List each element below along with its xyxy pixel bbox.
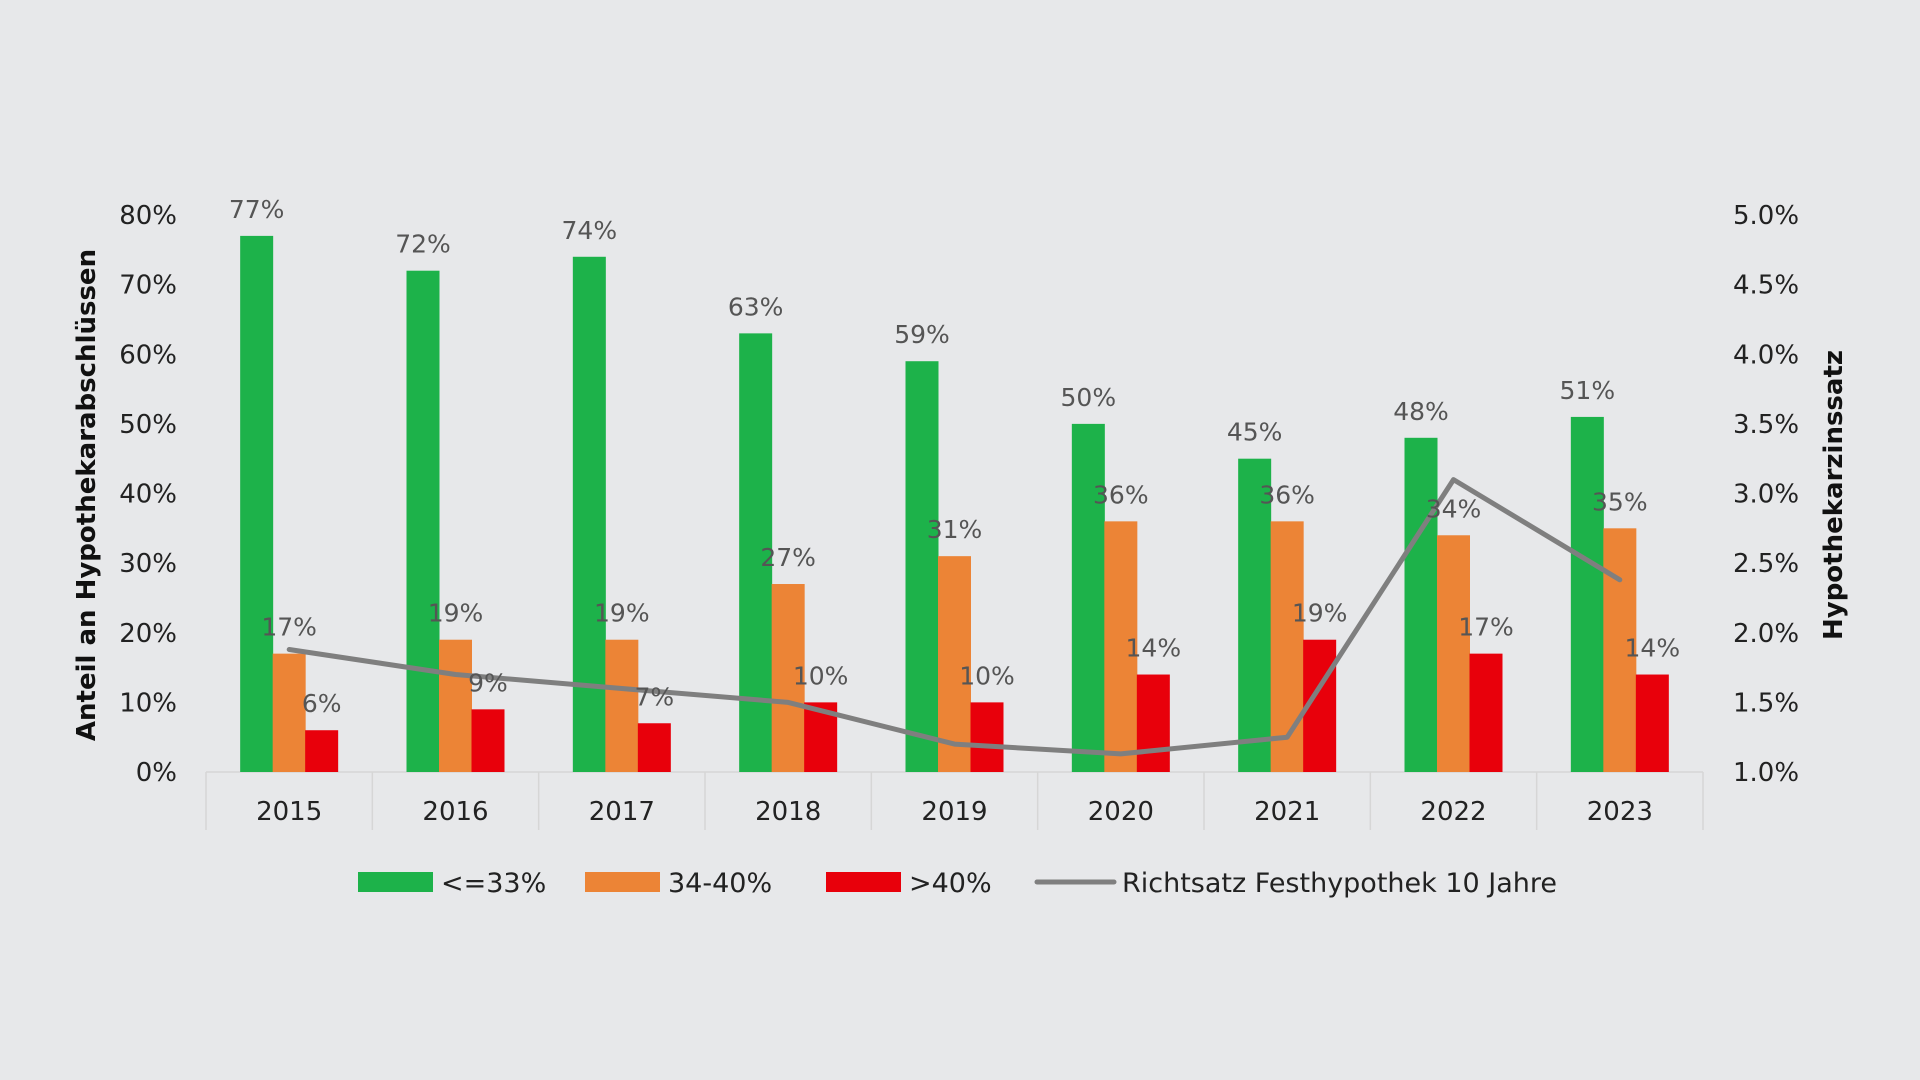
data-label-gt40: 19%: [1292, 599, 1348, 628]
y-axis-left: 0% 10% 20% 30% 40% 50% 60% 70% 80%: [119, 201, 177, 788]
x-tick-label: 2020: [1088, 797, 1154, 827]
data-label-le33: 48%: [1393, 397, 1449, 426]
x-tick-label: 2017: [589, 797, 655, 827]
bar-le33: [572, 256, 606, 772]
y-left-tick-label: 80%: [119, 201, 177, 231]
legend-label: >40%: [909, 868, 992, 899]
y-left-tick-label: 20%: [119, 619, 177, 649]
bar-le33: [1071, 423, 1105, 772]
y-axis-right: 1.0% 1.5% 2.0% 2.5% 3.0% 3.5% 4.0% 4.5% 5.0%: [1733, 201, 1799, 788]
y-right-tick-label: 2.0%: [1733, 619, 1799, 649]
x-tick-label: 2019: [921, 797, 987, 827]
legend-label: Richtsatz Festhypothek 10 Jahre: [1122, 868, 1557, 899]
data-label-34-40: 31%: [927, 515, 983, 544]
data-label-le33: 77%: [229, 195, 285, 224]
x-tick-label: 2021: [1254, 797, 1320, 827]
y-right-tick-label: 3.5%: [1733, 410, 1799, 440]
data-label-gt40: 14%: [1126, 634, 1182, 663]
bar-gt40: [305, 730, 339, 772]
bar-34-40: [1603, 528, 1637, 772]
bar-gt40: [1469, 653, 1503, 772]
bar-le33: [1404, 437, 1438, 772]
y-axis-title-right: Hypothekarzinssatz: [1819, 350, 1849, 640]
bar-gt40: [970, 702, 1004, 772]
data-label-le33: 50%: [1061, 383, 1117, 412]
data-label-gt40: 10%: [959, 661, 1015, 690]
rate-line: [286, 477, 1623, 757]
bar-34-40: [605, 639, 639, 772]
rate-line-path: [286, 477, 1623, 757]
y-axis-title-left: Anteil an Hypothekarabschlüssen: [72, 249, 102, 741]
data-label-34-40: 17%: [261, 613, 317, 642]
legend-swatch-34-40: [585, 872, 660, 892]
bar-34-40: [1437, 535, 1470, 772]
bar-le33: [905, 361, 939, 772]
y-right-tick-label: 1.5%: [1733, 688, 1799, 718]
y-left-tick-label: 10%: [119, 688, 177, 718]
y-right-tick-label: 4.5%: [1733, 271, 1799, 301]
y-left-tick-label: 30%: [119, 549, 177, 579]
y-right-tick-label: 3.0%: [1733, 480, 1799, 510]
data-label-gt40: 6%: [302, 689, 342, 718]
y-left-tick-label: 70%: [119, 271, 177, 301]
data-label-le33: 59%: [894, 320, 950, 349]
data-label-gt40: 10%: [793, 661, 849, 690]
x-tick-label: 2015: [256, 797, 322, 827]
bar-34-40: [771, 584, 805, 772]
y-right-tick-label: 5.0%: [1733, 201, 1799, 231]
data-label-le33: 45%: [1227, 418, 1283, 447]
bar-gt40: [1136, 674, 1170, 772]
x-tick-label: 2023: [1587, 797, 1653, 827]
y-left-tick-label: 0%: [136, 758, 177, 788]
data-label-le33: 72%: [395, 230, 451, 259]
data-label-34-40: 19%: [428, 599, 484, 628]
bar-le33: [406, 270, 440, 772]
x-tick-label: 2018: [755, 797, 821, 827]
bar-le33: [1238, 458, 1272, 772]
bar-34-40: [938, 556, 971, 772]
x-tick-label: 2022: [1420, 797, 1486, 827]
bar-34-40: [1104, 521, 1138, 772]
data-label-le33: 74%: [562, 216, 618, 245]
data-label-le33: 51%: [1560, 376, 1616, 405]
bar-gt40: [471, 709, 505, 772]
x-tick-label: 2016: [422, 797, 488, 827]
data-label-gt40: 9%: [468, 668, 508, 697]
y-left-tick-label: 40%: [119, 480, 177, 510]
data-label-34-40: 36%: [1093, 480, 1149, 509]
bar-34-40: [272, 653, 306, 772]
legend-swatch-gt40: [826, 872, 901, 892]
data-label-34-40: 19%: [594, 599, 650, 628]
y-left-tick-label: 60%: [119, 340, 177, 370]
data-label-gt40: 7%: [634, 682, 674, 711]
y-left-tick-label: 50%: [119, 410, 177, 440]
bar-34-40: [1270, 521, 1304, 772]
data-label-le33: 63%: [728, 292, 784, 321]
y-right-tick-label: 4.0%: [1733, 340, 1799, 370]
data-label-34-40: 36%: [1259, 480, 1315, 509]
legend: <=33% 34-40% >40% Richtsatz Festhypothek 10…: [358, 868, 1557, 899]
bar-le33: [1570, 416, 1604, 772]
legend-label: <=33%: [441, 868, 546, 899]
data-label-34-40: 34%: [1426, 494, 1482, 523]
legend-swatch-le33: [358, 872, 433, 892]
bar-gt40: [1635, 674, 1669, 772]
y-right-tick-label: 2.5%: [1733, 549, 1799, 579]
bar-gt40: [637, 723, 671, 772]
data-label-gt40: 17%: [1458, 613, 1514, 642]
data-label-34-40: 27%: [760, 543, 816, 572]
bar-le33: [240, 235, 274, 772]
data-label-gt40: 14%: [1625, 634, 1681, 663]
data-labels: 77% 17% 6% 72% 19% 9% 74% 19% 7% 63% 27% 10% 59% 31% 1…: [229, 195, 1680, 718]
x-axis: 2015 2016 2017 2018 2019 2020 2021 2022 2023: [205, 771, 1704, 830]
legend-label: 34-40%: [668, 868, 772, 899]
data-label-34-40: 35%: [1592, 487, 1648, 516]
y-right-tick-label: 1.0%: [1733, 758, 1799, 788]
bar-34-40: [439, 639, 472, 772]
